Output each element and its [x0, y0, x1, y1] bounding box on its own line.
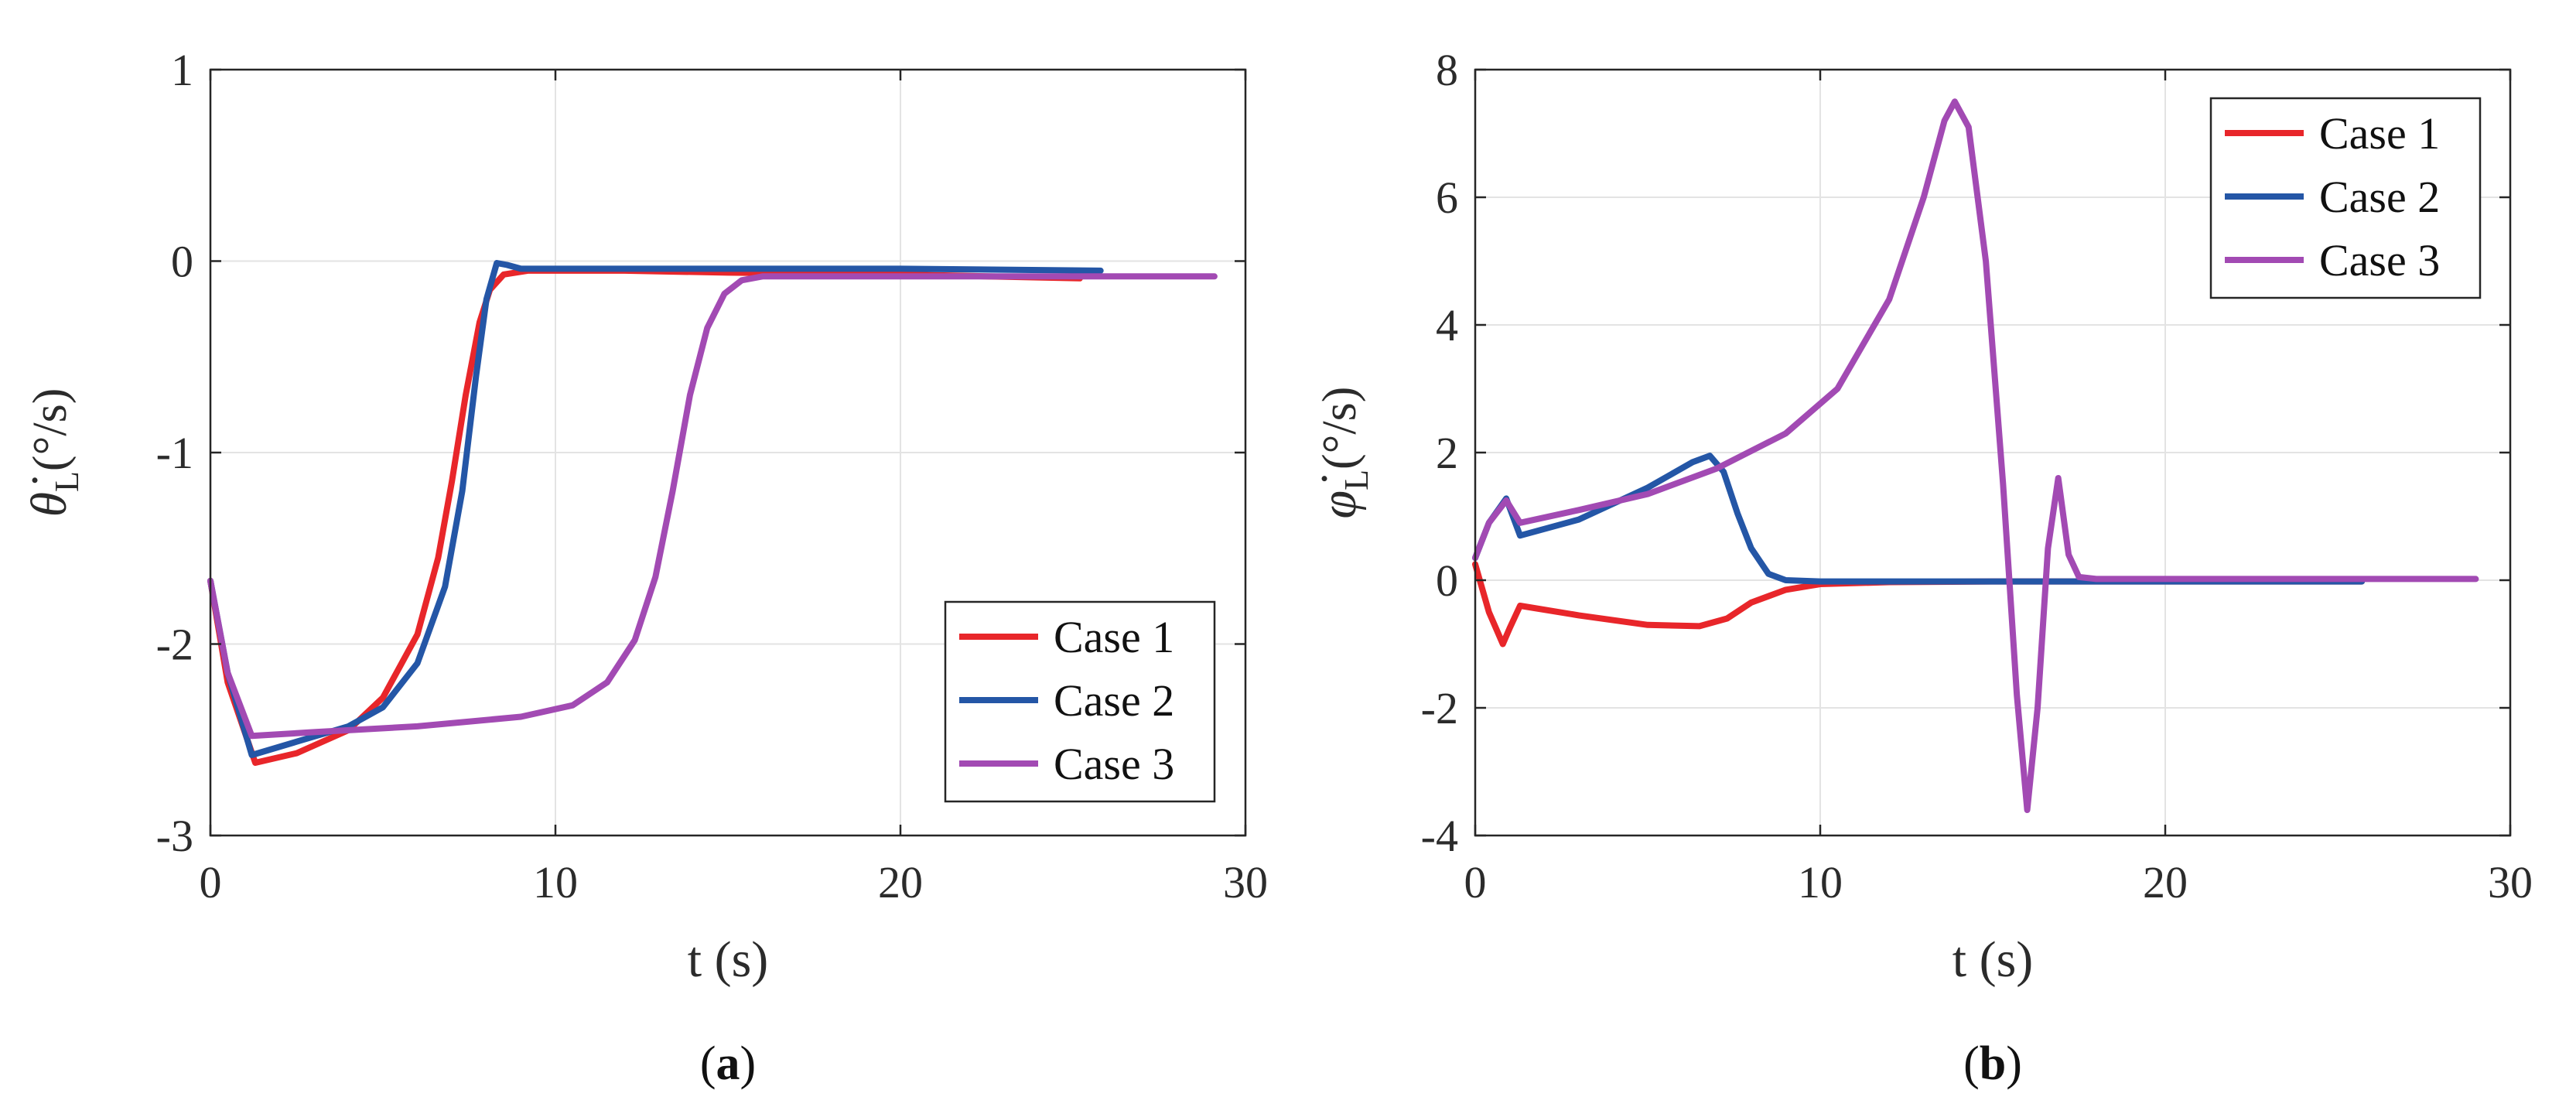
legend-a: Case 1 Case 2 Case 3 — [944, 600, 1216, 803]
y-tick-label: -4 — [1421, 811, 1458, 861]
x-tick-label: 20 — [878, 857, 923, 907]
series-line-case-3 — [1472, 98, 2479, 813]
y-axis-label-b: φ̇L(°/s) — [1310, 387, 1375, 519]
y-axis-label-sub-b: L — [1338, 470, 1375, 490]
legend-label: Case 3 — [2319, 235, 2440, 285]
tick-labels-b: 0 10 20 30 -4 -2 0 2 4 6 8 — [1421, 45, 2533, 907]
y-axis-label-sub-a: L — [48, 471, 86, 492]
y-tick-label: -1 — [156, 428, 193, 478]
y-tick-label: 0 — [1436, 555, 1458, 606]
x-tick-label: 0 — [200, 857, 222, 907]
y-tick-label: -3 — [156, 811, 193, 861]
legend-b: Case 1 Case 2 Case 3 — [2209, 97, 2482, 299]
x-tick-label: 30 — [1223, 857, 1268, 907]
legend-label: Case 3 — [1054, 739, 1174, 789]
tick-labels-a: 0 10 20 30 -3 -2 -1 0 1 — [156, 45, 1268, 907]
x-tick-label: 10 — [1798, 857, 1843, 907]
x-axis-label-b: t (s) — [1952, 931, 2033, 988]
x-tick-label: 10 — [533, 857, 578, 907]
x-axis-label-a: t (s) — [688, 931, 768, 988]
y-tick-label: 2 — [1436, 428, 1458, 478]
y-axis-label-a: θ̇L(°/s) — [21, 388, 86, 518]
caption-a: (a) — [700, 1037, 756, 1090]
caption-letter-a: a — [716, 1037, 740, 1090]
legend-label: Case 1 — [1054, 612, 1174, 662]
y-axis-label-unit-a: (°/s) — [24, 388, 77, 471]
x-tick-label: 0 — [1464, 857, 1487, 907]
x-tick-label: 20 — [2143, 857, 2188, 907]
y-tick-label: 4 — [1436, 300, 1458, 350]
series-line-case-2 — [1472, 453, 2366, 585]
x-tick-label: 30 — [2488, 857, 2533, 907]
series-line-case-3 — [207, 273, 1218, 740]
y-tick-label: 6 — [1436, 173, 1458, 223]
legend-label: Case 1 — [2319, 108, 2440, 159]
y-tick-label: -2 — [1421, 683, 1458, 733]
series-line-case-2 — [207, 260, 1104, 758]
chart-panel-a: 0 10 20 30-3-2-101 t (s) θ̇L(°/s) Case 1Cas… — [21, 45, 1268, 1090]
y-tick-label: -2 — [156, 620, 193, 670]
svg-text:θ̇L(°/s): θ̇L(°/s) — [21, 388, 86, 518]
y-tick-label: 1 — [171, 45, 193, 95]
caption-b: (b) — [1963, 1037, 2022, 1090]
y-axis-label-unit-b: (°/s) — [1314, 387, 1366, 470]
legend-label: Case 2 — [1054, 675, 1174, 726]
caption-letter-b: b — [1980, 1037, 2006, 1090]
y-tick-label: 8 — [1436, 45, 1458, 95]
series-group-a — [207, 260, 1218, 766]
svg-text:φ̇L(°/s): φ̇L(°/s) — [1310, 387, 1375, 519]
series-group-b — [1472, 98, 2479, 813]
legend-label: Case 2 — [2319, 172, 2440, 222]
y-tick-label: 0 — [171, 237, 193, 287]
